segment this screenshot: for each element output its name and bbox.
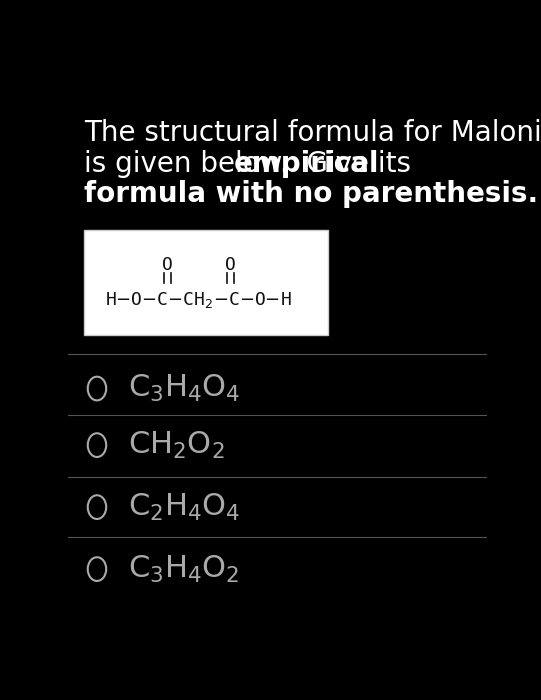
Text: O: O — [225, 256, 236, 274]
Text: is given below.  Give its: is given below. Give its — [84, 150, 420, 178]
Text: O: O — [162, 256, 173, 274]
Text: CH$_2$O$_2$: CH$_2$O$_2$ — [128, 430, 225, 461]
FancyBboxPatch shape — [84, 230, 328, 335]
Text: C$_2$H$_4$O$_4$: C$_2$H$_4$O$_4$ — [128, 491, 241, 523]
Text: The structural formula for Malonic acid: The structural formula for Malonic acid — [84, 119, 541, 147]
Text: empirical: empirical — [234, 150, 379, 178]
Text: H$-$O$-$C$-$CH$_2$$-$C$-$O$-$H: H$-$O$-$C$-$CH$_2$$-$C$-$O$-$H — [104, 290, 291, 309]
Text: C$_3$H$_4$O$_2$: C$_3$H$_4$O$_2$ — [128, 554, 240, 584]
Text: formula with no parenthesis.: formula with no parenthesis. — [84, 180, 538, 208]
Text: C$_3$H$_4$O$_4$: C$_3$H$_4$O$_4$ — [128, 373, 241, 404]
